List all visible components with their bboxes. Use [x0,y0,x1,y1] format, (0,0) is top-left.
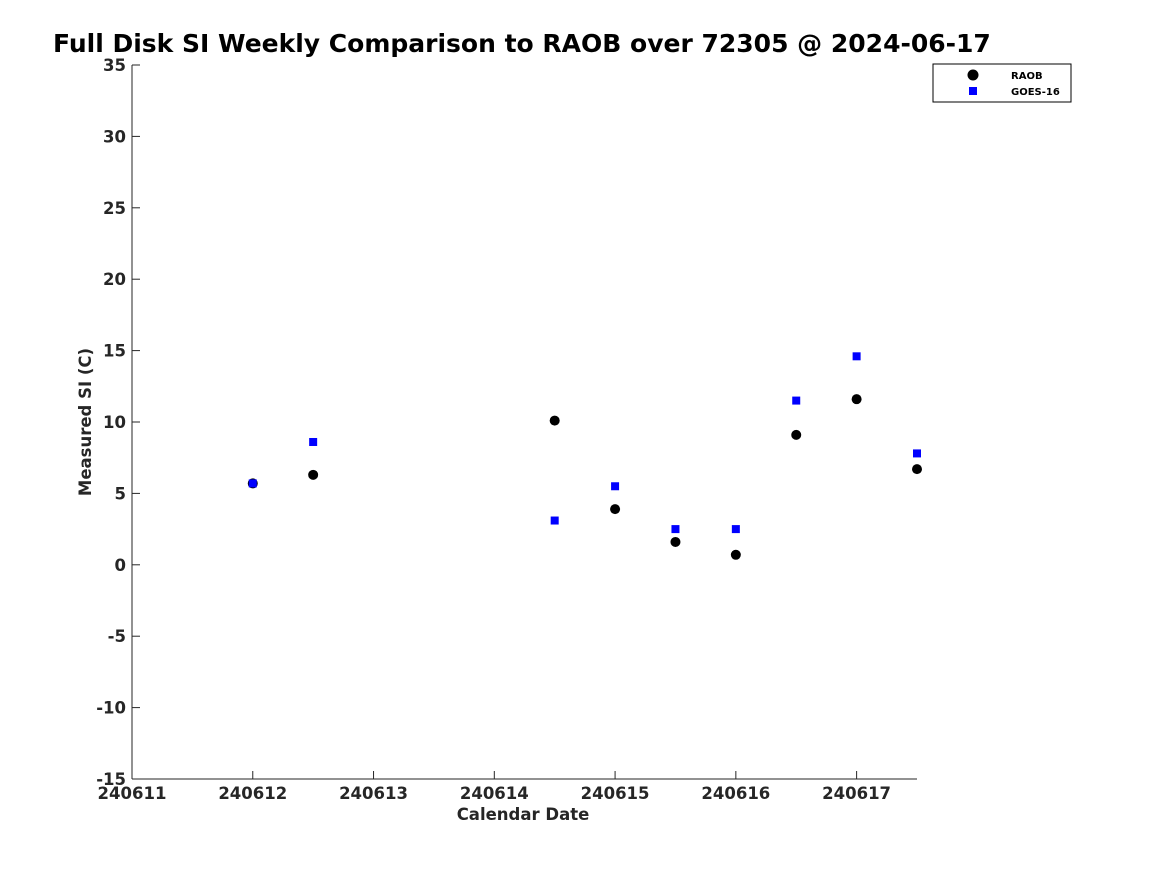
x-tick-label: 240615 [581,784,650,803]
y-axis-label: Measured SI (C) [76,348,95,496]
x-tick-label: 240616 [701,784,770,803]
raob-point [791,429,802,440]
y-tick-label: 30 [103,127,126,146]
data-points [247,352,922,560]
raob-point [670,536,681,547]
raob-point [549,415,560,426]
raob-point [730,549,741,560]
y-tick-label: 25 [103,199,126,218]
legend-marker-raob [967,69,979,81]
x-tick-label: 240611 [98,784,167,803]
y-tick-label: 5 [115,484,126,503]
raob-point [851,394,862,405]
y-tick-label: -15 [96,770,126,789]
y-tick-label: -10 [96,699,126,718]
y-tick-label: 0 [115,556,126,575]
x-tick-label: 240613 [339,784,408,803]
chart-title: Full Disk SI Weekly Comparison to RAOB o… [53,29,991,58]
goes-16-point [913,449,921,458]
goes-16-point [792,396,801,405]
y-tick-label: -5 [108,627,126,646]
raob-point [912,464,922,475]
y-tick-label: 20 [103,270,126,289]
legend-marker-goes-16 [969,87,977,95]
goes-16-point [852,352,861,361]
x-tick-label: 240617 [822,784,891,803]
legend-label-goes-16: GOES-16 [1011,87,1060,98]
goes-16-point [309,437,318,446]
goes-16-point [611,482,620,491]
y-tick-label: 15 [103,342,126,361]
legend-box [932,63,1072,103]
y-tick-label: 35 [103,56,126,75]
x-axis-label: Calendar Date [457,805,590,824]
goes-16-point [731,525,740,534]
raob-point [610,504,621,515]
y-tick-label: 10 [103,413,126,432]
axes: -15 -10 -5 0 5 10 15 20 25 30 35 240611 240612 240613… [96,56,917,803]
legend-label-raob: RAOB [1011,71,1043,82]
legend: RAOB GOES-16 [932,63,1072,103]
goes-16-point [248,479,257,488]
x-tick-label: 240614 [460,784,529,803]
x-tick-label: 240612 [218,784,287,803]
goes-16-point [550,516,559,525]
goes-16-point [671,525,680,534]
raob-point [308,469,319,480]
